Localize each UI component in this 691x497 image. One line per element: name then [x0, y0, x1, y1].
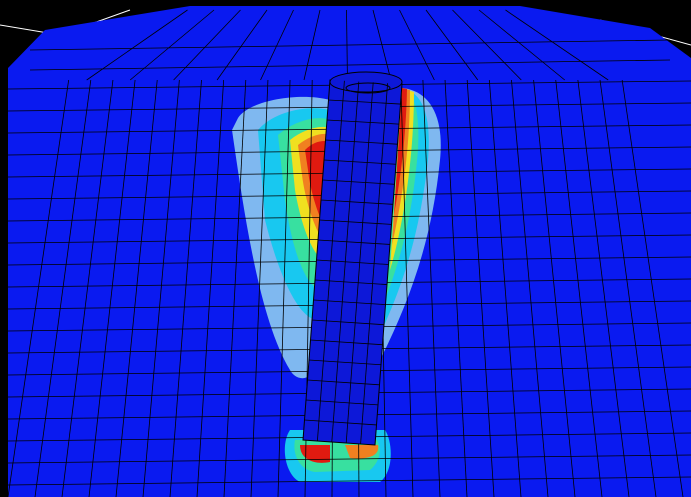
- mesh-line: [216, 9, 268, 81]
- mesh-line: [577, 79, 630, 497]
- mesh-line: [61, 79, 114, 497]
- mesh-line: [129, 9, 215, 81]
- post-top: [329, 71, 403, 93]
- post-mesh-line: [323, 159, 397, 165]
- post-mesh-line: [311, 319, 385, 326]
- mesh-line: [425, 9, 479, 81]
- mesh-line: [372, 9, 392, 81]
- mesh-line: [505, 9, 609, 81]
- post-mesh-line: [314, 279, 388, 285]
- mesh-line: [223, 79, 247, 497]
- mesh-line: [277, 79, 291, 497]
- post-mesh-line: [320, 199, 394, 205]
- mesh-line: [88, 79, 136, 497]
- mesh-line: [599, 79, 657, 497]
- post-mesh-line: [304, 419, 377, 426]
- mesh-line: [260, 9, 294, 81]
- mesh-line: [422, 79, 441, 497]
- mesh-line: [452, 9, 522, 81]
- post-mesh: [304, 80, 401, 445]
- post-mesh-line: [322, 179, 395, 185]
- post-mesh-line: [310, 339, 383, 346]
- post-mesh-line: [317, 239, 391, 245]
- mesh-line: [444, 79, 468, 497]
- mesh-line: [7, 79, 70, 497]
- contour-red: [300, 445, 330, 463]
- post-mesh-line: [305, 399, 379, 406]
- contour-orange: [345, 445, 379, 459]
- post-mesh-line: [313, 299, 386, 306]
- post-mesh-line: [328, 99, 401, 105]
- post-mesh-line: [307, 379, 380, 386]
- contour-red: [394, 88, 407, 215]
- post-mesh-line: [325, 139, 398, 145]
- mesh-line: [511, 79, 549, 497]
- mesh-line: [34, 79, 92, 497]
- post-top-ring: [345, 82, 391, 94]
- post-mesh-line: [326, 119, 400, 125]
- post-mesh-line: [308, 359, 382, 366]
- mesh-line: [115, 79, 158, 497]
- mesh-line: [142, 79, 180, 497]
- mesh-line: [399, 9, 435, 81]
- mesh-line: [621, 79, 684, 497]
- mesh-line: [488, 79, 522, 497]
- mesh-line: [7, 476, 691, 486]
- post-mesh-line: [316, 259, 389, 265]
- mesh-line: [346, 9, 348, 81]
- mesh-line: [173, 9, 241, 81]
- post-mesh-line: [319, 219, 392, 225]
- mesh-line: [169, 79, 202, 497]
- mesh-line: [466, 79, 495, 497]
- mesh-line: [303, 9, 321, 81]
- mesh-line: [250, 79, 269, 497]
- mesh-line: [7, 454, 691, 464]
- mesh-line: [86, 9, 188, 81]
- mesh-line: [555, 79, 603, 497]
- mesh-line: [478, 9, 566, 81]
- mesh-line: [533, 79, 576, 497]
- mesh-line: [400, 79, 414, 497]
- mesh-line: [29, 59, 671, 71]
- mesh-line: [29, 39, 671, 51]
- mesh-line: [196, 79, 225, 497]
